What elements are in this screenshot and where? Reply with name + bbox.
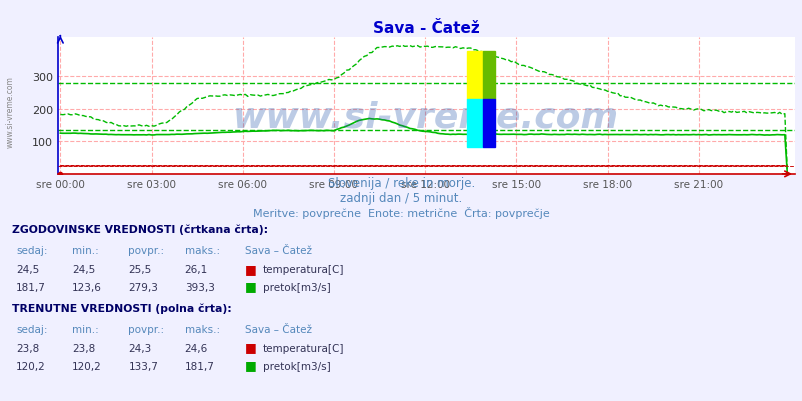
Text: 25,5: 25,5 [128,265,152,275]
Text: povpr.:: povpr.: [128,324,164,334]
Text: temperatura[C]: temperatura[C] [262,343,343,353]
Text: 393,3: 393,3 [184,282,214,292]
Text: ■: ■ [245,340,257,353]
Text: 23,8: 23,8 [72,343,95,353]
Text: Meritve: povprečne  Enote: metrične  Črta: povprečje: Meritve: povprečne Enote: metrične Črta:… [253,207,549,219]
Text: maks.:: maks.: [184,245,220,255]
Text: min.:: min.: [72,245,99,255]
Text: ■: ■ [245,262,257,275]
Text: 24,6: 24,6 [184,343,208,353]
Text: pretok[m3/s]: pretok[m3/s] [262,361,330,371]
Text: www.si-vreme.com: www.si-vreme.com [6,77,15,148]
Text: 181,7: 181,7 [16,282,46,292]
Text: 120,2: 120,2 [72,361,102,371]
Text: 26,1: 26,1 [184,265,208,275]
Text: 24,5: 24,5 [72,265,95,275]
Text: zadnji dan / 5 minut.: zadnji dan / 5 minut. [340,192,462,205]
Text: maks.:: maks.: [184,324,220,334]
Text: 23,8: 23,8 [16,343,39,353]
Text: Slovenija / reke in morje.: Slovenija / reke in morje. [327,176,475,189]
Text: sedaj:: sedaj: [16,245,47,255]
Text: www.si-vreme.com: www.si-vreme.com [233,100,618,134]
Text: ■: ■ [245,358,257,371]
Text: 120,2: 120,2 [16,361,46,371]
Text: 133,7: 133,7 [128,361,158,371]
Text: temperatura[C]: temperatura[C] [262,265,343,275]
Text: povpr.:: povpr.: [128,245,164,255]
Text: 24,3: 24,3 [128,343,152,353]
Text: TRENUTNE VREDNOSTI (polna črta):: TRENUTNE VREDNOSTI (polna črta): [12,303,232,313]
Bar [466,99,483,147]
Text: 279,3: 279,3 [128,282,158,292]
Text: 123,6: 123,6 [72,282,102,292]
Text: sedaj:: sedaj: [16,324,47,334]
Text: Sava – Čatež: Sava – Čatež [245,245,311,255]
Bar [483,52,494,99]
Bar [483,99,494,147]
Text: pretok[m3/s]: pretok[m3/s] [262,282,330,292]
Text: ■: ■ [245,279,257,292]
Text: ZGODOVINSKE VREDNOSTI (črtkana črta):: ZGODOVINSKE VREDNOSTI (črtkana črta): [12,224,268,235]
Text: 24,5: 24,5 [16,265,39,275]
Text: 181,7: 181,7 [184,361,214,371]
Text: min.:: min.: [72,324,99,334]
Bar [466,52,483,99]
Title: Sava - Čatež: Sava - Čatež [373,20,479,36]
Text: Sava – Čatež: Sava – Čatež [245,324,311,334]
